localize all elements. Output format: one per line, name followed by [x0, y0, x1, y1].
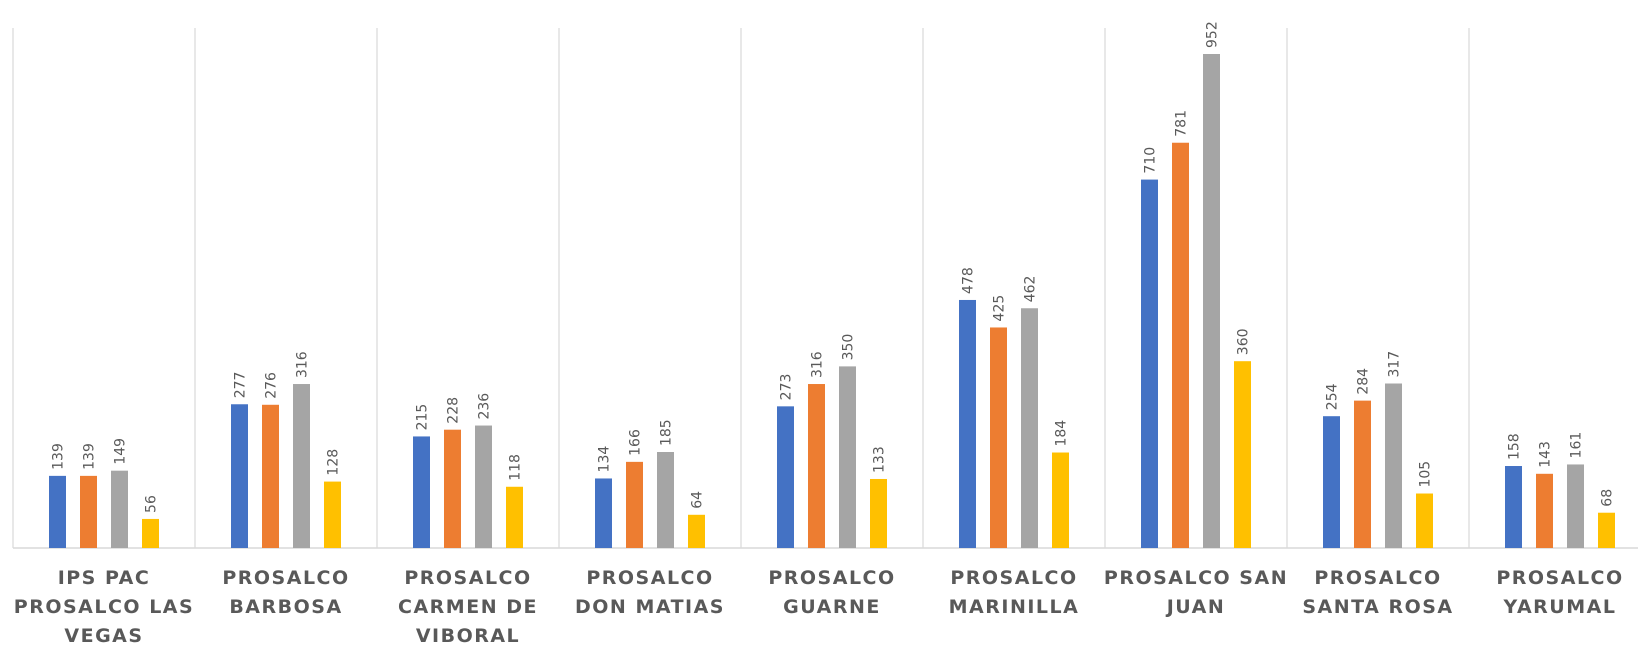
x-tick-label: SANTA ROSA — [1302, 596, 1453, 618]
x-tick-label: BARBOSA — [229, 596, 342, 618]
x-tick-label: PROSALCO — [950, 567, 1077, 589]
bar — [413, 436, 430, 548]
bar — [324, 481, 341, 548]
bar — [595, 478, 612, 548]
bar — [808, 384, 825, 548]
bar — [1567, 464, 1584, 548]
data-label: 781 — [1174, 110, 1190, 137]
x-tick-label: PROSALCO — [1314, 567, 1441, 589]
data-label: 215 — [415, 404, 431, 431]
x-tick-label: VEGAS — [64, 625, 143, 645]
bar — [293, 384, 310, 548]
data-label: 350 — [841, 334, 857, 361]
x-tick-label: MARINILLA — [949, 596, 1080, 618]
bar — [1141, 179, 1158, 549]
data-label: 316 — [810, 351, 826, 378]
data-label: 128 — [326, 449, 342, 476]
data-label: 317 — [1387, 351, 1403, 378]
data-label: 277 — [233, 372, 249, 399]
data-label: 105 — [1418, 461, 1434, 488]
bar — [262, 404, 279, 548]
bar — [1385, 383, 1402, 548]
bar — [1203, 54, 1220, 548]
data-label: 228 — [446, 397, 462, 424]
bar — [657, 452, 674, 548]
bar — [1354, 400, 1371, 548]
data-label: 133 — [872, 446, 888, 473]
data-label: 166 — [628, 429, 644, 456]
x-tick-label: PROSALCO SAN — [1104, 567, 1288, 589]
x-tick-label: PROSALCO — [222, 567, 349, 589]
bar — [1536, 473, 1553, 548]
bar — [231, 404, 248, 548]
data-label: 118 — [508, 454, 524, 481]
x-tick-label: PROSALCO LAS — [14, 596, 194, 618]
bar — [1172, 142, 1189, 548]
data-label: 316 — [295, 351, 311, 378]
bar — [839, 366, 856, 548]
data-label: 56 — [144, 495, 160, 513]
bar — [626, 461, 643, 548]
bar — [1052, 452, 1069, 548]
bar — [990, 327, 1007, 548]
data-label: 952 — [1205, 21, 1221, 48]
x-tick-label: PROSALCO — [768, 567, 895, 589]
bar — [777, 406, 794, 548]
data-label: 139 — [82, 443, 98, 470]
data-label: 185 — [659, 419, 675, 446]
x-tick-label: PROSALCO — [404, 567, 531, 589]
x-tick-label: IPS PAC — [58, 567, 151, 589]
x-tick-label: JUAN — [1165, 596, 1226, 618]
data-label: 134 — [597, 446, 613, 473]
bar — [1416, 493, 1433, 548]
data-label: 276 — [264, 372, 280, 399]
x-tick-label: DON MATIAS — [575, 596, 725, 618]
data-label: 273 — [779, 374, 795, 401]
data-label: 360 — [1236, 328, 1252, 355]
bar — [1323, 416, 1340, 548]
data-label: 284 — [1356, 368, 1372, 395]
data-label: 478 — [961, 267, 977, 294]
data-label: 254 — [1325, 383, 1341, 410]
bar — [688, 514, 705, 548]
data-label: 149 — [113, 438, 129, 465]
data-label: 68 — [1600, 489, 1616, 507]
data-label: 710 — [1143, 147, 1159, 174]
bar — [506, 486, 523, 548]
bar — [1234, 361, 1251, 548]
x-tick-label: PROSALCO — [586, 567, 713, 589]
data-label: 64 — [690, 491, 706, 509]
bar — [870, 478, 887, 548]
bar — [959, 299, 976, 548]
data-label: 236 — [477, 393, 493, 420]
data-label: 158 — [1507, 433, 1523, 460]
x-tick-label: VIBORAL — [416, 625, 520, 645]
bar — [49, 475, 66, 548]
bar — [142, 518, 159, 548]
data-label: 143 — [1538, 441, 1554, 468]
data-label: 425 — [992, 295, 1008, 322]
x-tick-label: CARMEN DE — [398, 596, 538, 618]
data-label: 139 — [51, 443, 67, 470]
data-label: 462 — [1023, 276, 1039, 303]
data-label: 161 — [1569, 432, 1585, 459]
bar — [80, 475, 97, 548]
bar — [1598, 512, 1615, 548]
bar — [1021, 308, 1038, 548]
x-tick-label: YARUMAL — [1503, 596, 1617, 618]
data-label: 184 — [1054, 420, 1070, 447]
x-tick-label: GUARNE — [783, 596, 881, 618]
bar — [1505, 466, 1522, 548]
bar — [444, 429, 461, 548]
bar — [475, 425, 492, 548]
bar — [111, 470, 128, 548]
x-tick-label: PROSALCO — [1496, 567, 1623, 589]
